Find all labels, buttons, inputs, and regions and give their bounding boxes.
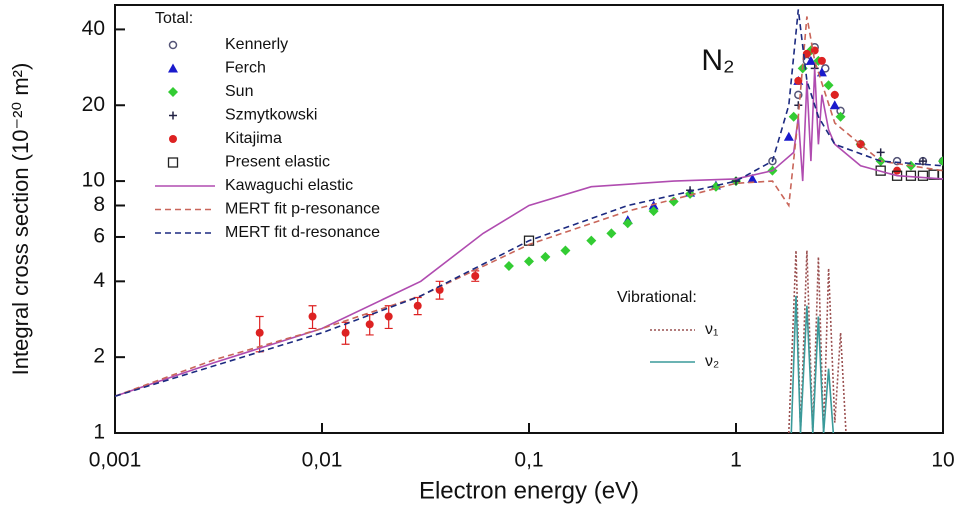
legend-label: Szmytkowski xyxy=(225,107,317,124)
y-tick-label: 20 xyxy=(82,93,105,116)
y-tick-label: 2 xyxy=(93,345,105,368)
marker-diamond xyxy=(586,235,597,246)
y-axis-label: Integral cross section (10⁻²⁰ m²) xyxy=(8,63,33,376)
marker-dot xyxy=(255,328,264,337)
legend-label: MERT fit d-resonance xyxy=(225,224,380,241)
legend-label: ν₂ xyxy=(705,353,719,370)
marker-circle xyxy=(794,90,803,100)
legend-swatch xyxy=(167,157,179,168)
marker-dot xyxy=(308,312,317,321)
marker-dot xyxy=(384,312,393,321)
marker-dot xyxy=(413,301,422,310)
x-tick-label: 0,1 xyxy=(514,449,543,472)
marker-diamond xyxy=(788,111,799,122)
marker-triangle xyxy=(829,100,840,110)
x-axis-label: Electron energy (eV) xyxy=(419,477,639,504)
legend-label: Sun xyxy=(225,83,253,100)
y-tick-label: 40 xyxy=(82,17,105,40)
marker-diamond xyxy=(503,261,514,272)
legend-swatch xyxy=(169,111,177,120)
marker-dot xyxy=(365,320,374,329)
y-tick-label: 4 xyxy=(93,269,105,292)
marker-circle xyxy=(768,156,777,166)
marker-dot xyxy=(802,49,811,58)
series-line xyxy=(115,9,943,397)
legend-swatch xyxy=(168,87,178,97)
legend-label: Present elastic xyxy=(225,154,330,171)
marker-dot xyxy=(810,46,819,55)
marker-dot xyxy=(830,90,839,99)
x-tick-label: 0,01 xyxy=(302,449,343,472)
marker-circle xyxy=(892,156,902,166)
marker-plus xyxy=(876,148,885,157)
marker-dot xyxy=(817,56,826,65)
marker-diamond xyxy=(622,218,633,229)
marker-diamond xyxy=(606,228,617,239)
marker-triangle xyxy=(783,131,794,141)
marker-diamond xyxy=(524,256,534,267)
legend-swatch xyxy=(168,63,178,73)
marker-plus xyxy=(918,157,927,166)
marker-diamond xyxy=(823,80,834,91)
series-line xyxy=(115,16,943,397)
marker-diamond xyxy=(648,206,659,217)
x-tick-label: 10 xyxy=(931,449,954,472)
marker-diamond xyxy=(668,196,679,207)
legend-label: Kawaguchi elastic xyxy=(225,177,353,194)
marker-dot xyxy=(471,271,480,280)
marker-triangle xyxy=(805,55,816,65)
marker-square xyxy=(917,170,929,181)
y-tick-label: 1 xyxy=(93,421,105,444)
legend-label: ν₁ xyxy=(705,321,718,338)
marker-diamond xyxy=(540,251,551,262)
marker-dot xyxy=(341,328,350,337)
marker-triangle xyxy=(747,173,758,183)
legend-title: Total: xyxy=(155,10,193,27)
inset-legend-title: Vibrational: xyxy=(617,289,697,306)
legend-label: Ferch xyxy=(225,60,266,77)
legend-swatch xyxy=(169,135,177,143)
marker-diamond xyxy=(938,156,943,167)
y-tick-label: 6 xyxy=(93,225,105,248)
marker-square xyxy=(937,169,943,180)
y-tick-label: 8 xyxy=(93,193,105,216)
legend-label: Kennerly xyxy=(225,36,288,53)
x-tick-label: 1 xyxy=(730,449,742,472)
x-tick-label: 0,001 xyxy=(89,449,142,472)
series-line xyxy=(790,295,835,433)
y-tick-label: 10 xyxy=(82,169,105,192)
chart-title: N₂ xyxy=(701,44,734,77)
legend-label: MERT fit p-resonance xyxy=(225,201,380,218)
marker-dot xyxy=(794,76,803,85)
marker-diamond xyxy=(835,111,846,122)
legend-swatch xyxy=(168,40,178,50)
marker-diamond xyxy=(560,245,571,256)
plot-area xyxy=(115,9,943,433)
legend-label: Kitajima xyxy=(225,130,282,147)
